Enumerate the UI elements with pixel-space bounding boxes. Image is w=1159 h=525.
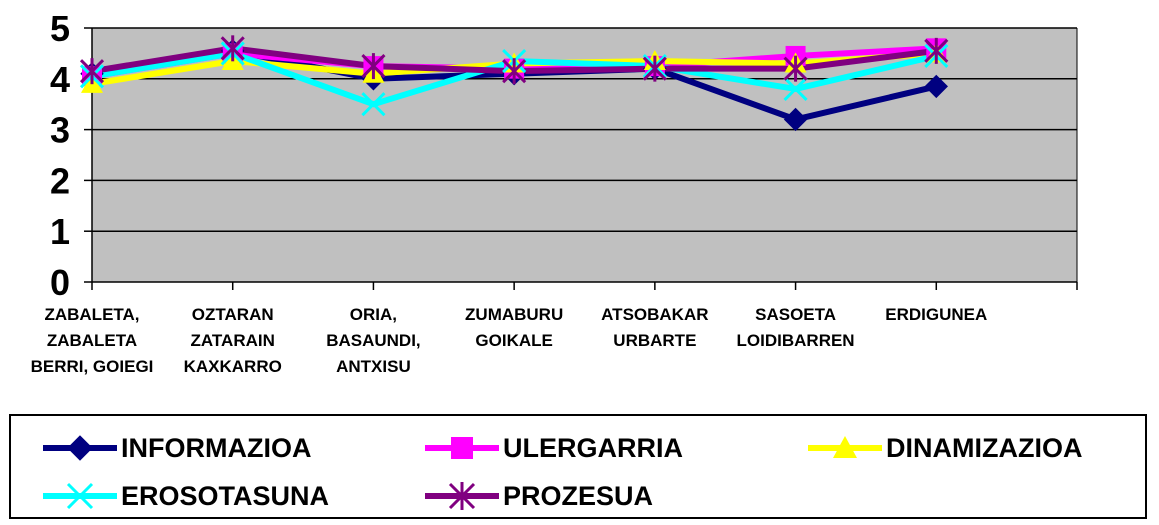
data-point-x bbox=[783, 76, 808, 102]
x-category-label: SASOETA LOIDIBARREN bbox=[737, 305, 855, 350]
x-category-label: ZUMABURU GOIKALE bbox=[465, 305, 563, 350]
x-category-line: OZTARAN bbox=[192, 305, 274, 324]
legend-label: ULERGARRIA bbox=[503, 432, 683, 463]
x-category-line: ERDIGUNEA bbox=[885, 305, 987, 324]
x-category-line: LOIDIBARREN bbox=[737, 331, 855, 350]
x-axis-categories: ZABALETA, ZABALETA BERRI, GOIEGI OZTARAN ZAT… bbox=[31, 305, 988, 376]
x-category-line: GOIKALE bbox=[475, 331, 552, 350]
gridlines bbox=[92, 27, 1077, 232]
x-category-line: BASAUNDI, bbox=[326, 331, 420, 350]
legend-item: DINAMIZAZIOA bbox=[806, 430, 1082, 466]
data-point-star bbox=[924, 37, 949, 64]
x-category-label: ATSOBAKAR URBARTE bbox=[601, 305, 708, 350]
data-point-x bbox=[361, 92, 386, 117]
legend-label: EROSOTASUNA bbox=[121, 480, 330, 511]
y-tick-label: 2 bbox=[50, 160, 70, 201]
axes bbox=[84, 27, 1078, 290]
x-category-line: ZATARAIN bbox=[191, 331, 275, 350]
legend: INFORMAZIOA ULERGARRIA DINAMIZAZIOA EROSOTA… bbox=[9, 414, 1147, 519]
data-point-diamond bbox=[924, 74, 948, 99]
x-category-line: BERRI, GOIEGI bbox=[31, 357, 154, 376]
y-tick-label: 3 bbox=[50, 110, 70, 151]
data-point-star bbox=[220, 35, 245, 62]
line-chart: 0 1 2 3 4 5 ZABALETA, ZABALETA BERRI, GOIEGI OZT… bbox=[31, 8, 1078, 376]
legend-label: DINAMIZAZIOA bbox=[886, 432, 1083, 463]
legend-item: EROSOTASUNA bbox=[41, 478, 329, 514]
legend-label: PROZESUA bbox=[503, 480, 654, 511]
x-category-label: OZTARAN ZATARAIN KAXKARRO bbox=[184, 305, 282, 376]
x-category-line: KAXKARRO bbox=[184, 357, 282, 376]
legend-swatch bbox=[425, 437, 499, 459]
x-category-label: ZABALETA, ZABALETA BERRI, GOIEGI bbox=[31, 305, 154, 376]
legend-swatch bbox=[425, 482, 499, 510]
y-tick-label: 4 bbox=[50, 59, 70, 100]
data-point-triangle bbox=[833, 436, 857, 458]
y-axis-ticks: 0 1 2 3 4 5 bbox=[50, 8, 70, 303]
x-category-line: SASOETA bbox=[755, 305, 836, 324]
data-point-star bbox=[448, 482, 476, 510]
x-category-line: ZABALETA bbox=[47, 331, 137, 350]
data-point-square bbox=[451, 437, 473, 459]
x-category-label: ERDIGUNEA bbox=[885, 305, 987, 324]
x-category-line: URBARTE bbox=[613, 331, 696, 350]
data-point-diamond bbox=[783, 107, 808, 132]
y-tick-label: 5 bbox=[50, 8, 70, 49]
data-point-star bbox=[642, 55, 667, 82]
legend-swatch bbox=[43, 482, 117, 510]
legend-item: ULERGARRIA bbox=[423, 430, 683, 466]
legend-item: PROZESUA bbox=[423, 478, 653, 514]
y-tick-label: 0 bbox=[50, 262, 70, 303]
x-category-label: ORIA, BASAUNDI, ANTXISU bbox=[326, 305, 420, 376]
x-category-line: ATSOBAKAR bbox=[601, 305, 708, 324]
x-category-line: ZABALETA, bbox=[44, 305, 139, 324]
legend-item: INFORMAZIOA bbox=[41, 430, 311, 466]
legend-label: INFORMAZIOA bbox=[121, 432, 312, 463]
data-point-x bbox=[66, 482, 94, 510]
legend-swatch bbox=[43, 435, 117, 461]
x-category-line: ANTXISU bbox=[336, 357, 411, 376]
data-point-star bbox=[361, 53, 386, 80]
legend-swatch bbox=[808, 436, 882, 458]
data-point-diamond bbox=[67, 435, 93, 461]
data-point-star bbox=[79, 58, 105, 85]
x-category-line: ORIA, bbox=[350, 305, 397, 324]
series-markers bbox=[79, 35, 949, 132]
data-point-star bbox=[783, 55, 808, 82]
y-tick-label: 1 bbox=[50, 211, 70, 252]
data-point-star bbox=[502, 58, 527, 85]
x-category-line: ZUMABURU bbox=[465, 305, 563, 324]
